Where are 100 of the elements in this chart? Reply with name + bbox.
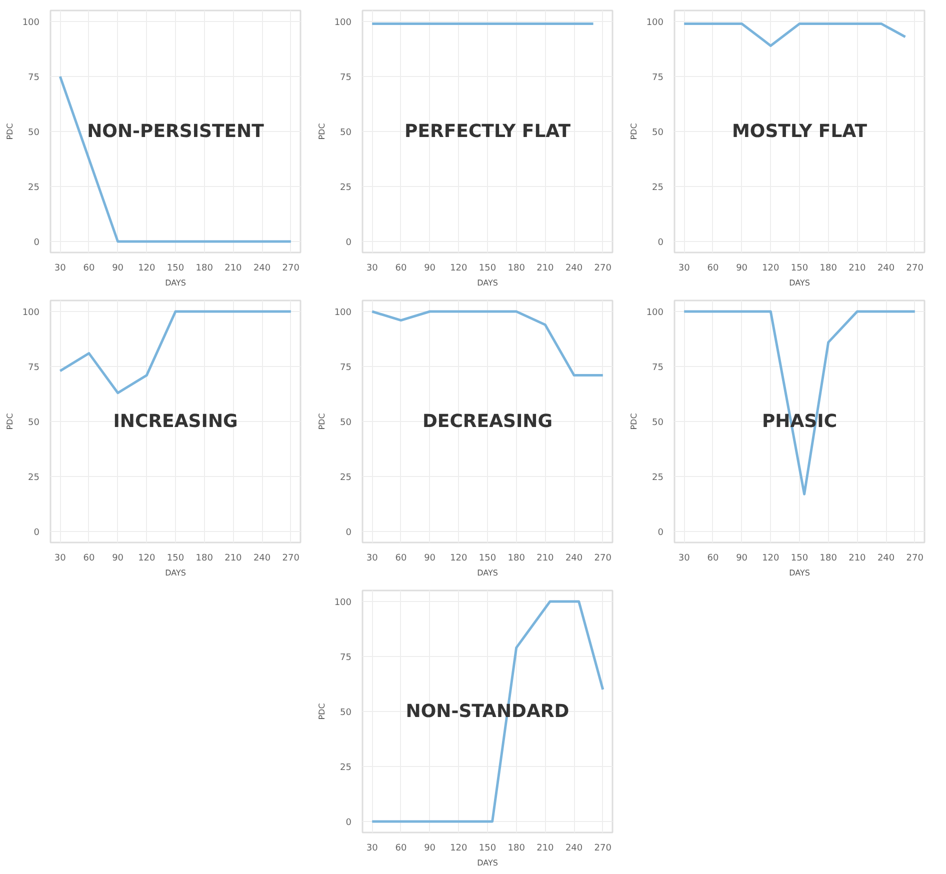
x-tick-label: 90 (736, 554, 748, 564)
x-tick-label: 60 (707, 554, 719, 564)
x-tick-label: 240 (253, 264, 271, 274)
x-axis-title: DAYS (165, 278, 186, 288)
x-tick-label: 150 (478, 264, 496, 274)
y-tick-label: 0 (34, 528, 40, 538)
x-tick-label: 180 (508, 844, 526, 854)
x-tick-label: 150 (790, 264, 808, 274)
x-axis-title: DAYS (789, 568, 810, 578)
x-tick-label: 150 (478, 844, 496, 854)
x-tick-label: 120 (138, 554, 156, 564)
x-tick-label: 60 (83, 264, 95, 274)
x-tick-label: 30 (678, 554, 690, 564)
x-tick-label: 150 (478, 554, 496, 564)
y-tick-label: 75 (340, 653, 352, 663)
x-tick-label: 90 (112, 554, 124, 564)
y-tick-label: 25 (652, 473, 664, 483)
y-tick-label: 0 (658, 238, 664, 248)
y-tick-label: 50 (340, 128, 352, 138)
x-tick-label: 270 (906, 264, 924, 274)
x-tick-label: 90 (736, 264, 748, 274)
x-tick-label: 120 (138, 264, 156, 274)
x-tick-label: 180 (820, 264, 838, 274)
y-tick-label: 0 (346, 238, 352, 248)
y-tick-label: 50 (652, 418, 664, 428)
x-tick-label: 60 (395, 264, 407, 274)
x-tick-label: 30 (366, 844, 378, 854)
x-tick-label: 210 (224, 264, 242, 274)
line-series (370, 310, 604, 377)
x-tick-label: 270 (906, 554, 924, 564)
x-tick-label: 270 (282, 554, 300, 564)
y-tick-label: 25 (340, 763, 352, 773)
y-tick-label: 0 (658, 528, 664, 538)
x-tick-label: 150 (166, 554, 184, 564)
y-tick-label: 50 (28, 128, 40, 138)
x-tick-label: 240 (565, 264, 583, 274)
y-axis-title: PDC (317, 702, 326, 720)
y-tick-label: 25 (28, 473, 40, 483)
x-tick-label: 90 (112, 264, 124, 274)
annotation: MOSTLY FLAT (732, 121, 868, 142)
annotation: NON-PERSISTENT (87, 121, 265, 142)
x-tick-label: 30 (366, 264, 378, 274)
x-tick-label: 210 (536, 554, 554, 564)
x-axis-title: DAYS (477, 278, 498, 288)
y-tick-label: 50 (28, 418, 40, 428)
x-tick-label: 180 (196, 264, 214, 274)
y-tick-label: 75 (28, 363, 40, 373)
x-tick-label: 180 (508, 554, 526, 564)
y-axis-title: PDC (317, 412, 326, 430)
y-tick-label: 75 (652, 363, 664, 373)
y-tick-label: 50 (340, 418, 352, 428)
y-tick-label: 25 (340, 183, 352, 193)
x-tick-label: 180 (508, 264, 526, 274)
x-axis-title: DAYS (477, 858, 498, 868)
x-tick-label: 210 (536, 264, 554, 274)
x-axis-title: DAYS (789, 278, 810, 288)
x-tick-label: 120 (450, 554, 468, 564)
y-tick-label: 100 (334, 18, 352, 28)
y-tick-label: 25 (652, 183, 664, 193)
x-tick-label: 120 (450, 264, 468, 274)
x-tick-label: 30 (366, 554, 378, 564)
x-tick-label: 60 (707, 264, 719, 274)
y-tick-label: 75 (28, 73, 40, 83)
y-tick-label: 100 (646, 308, 664, 318)
y-tick-label: 100 (646, 18, 664, 28)
x-tick-label: 270 (594, 554, 612, 564)
x-tick-label: 120 (450, 844, 468, 854)
y-axis-title: PDC (629, 122, 638, 140)
y-tick-label: 100 (334, 598, 352, 608)
x-tick-label: 60 (395, 554, 407, 564)
line-series (370, 600, 604, 823)
x-tick-label: 90 (424, 264, 436, 274)
x-tick-label: 180 (196, 554, 214, 564)
x-tick-label: 30 (678, 264, 690, 274)
y-axis-title: PDC (629, 412, 638, 430)
x-tick-label: 210 (848, 264, 866, 274)
y-axis-title: PDC (317, 122, 326, 140)
x-axis-title: DAYS (477, 568, 498, 578)
x-tick-label: 270 (594, 264, 612, 274)
y-tick-label: 75 (340, 363, 352, 373)
y-tick-label: 0 (346, 818, 352, 828)
annotation: INCREASING (113, 411, 238, 432)
x-tick-label: 240 (565, 844, 583, 854)
x-tick-label: 120 (762, 554, 780, 564)
x-tick-label: 210 (224, 554, 242, 564)
y-tick-label: 100 (22, 18, 40, 28)
x-tick-label: 180 (820, 554, 838, 564)
y-tick-label: 50 (340, 708, 352, 718)
y-tick-label: 0 (34, 238, 40, 248)
x-tick-label: 210 (848, 554, 866, 564)
x-tick-label: 90 (424, 554, 436, 564)
x-tick-label: 60 (395, 844, 407, 854)
x-tick-label: 30 (54, 264, 66, 274)
x-tick-label: 240 (877, 264, 895, 274)
y-tick-label: 0 (346, 528, 352, 538)
x-tick-label: 240 (565, 554, 583, 564)
x-tick-label: 30 (54, 554, 66, 564)
y-tick-label: 75 (652, 73, 664, 83)
y-tick-label: 25 (340, 473, 352, 483)
line-series (58, 310, 292, 394)
